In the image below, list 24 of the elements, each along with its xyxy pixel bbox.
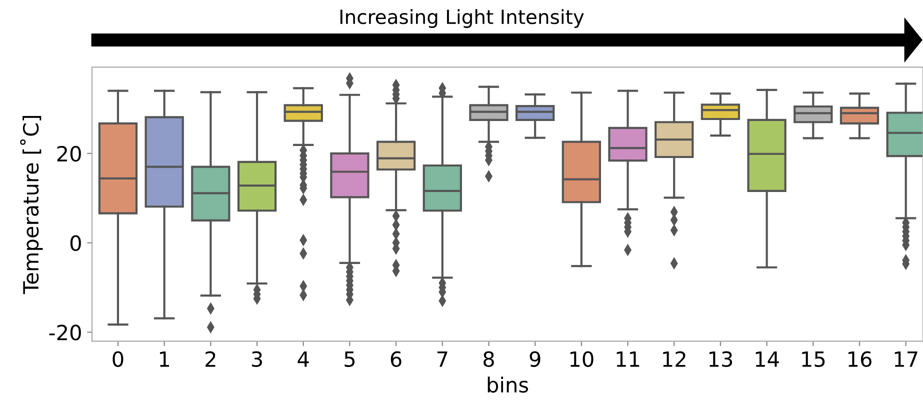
chart-title: Increasing Light Intensity	[340, 9, 584, 28]
x-tick-label: 10	[570, 351, 594, 367]
x-tick-label: 4	[298, 352, 309, 367]
y-axis-title: Temperature [˚C]	[20, 116, 43, 294]
y-tick-label: -20	[49, 324, 81, 340]
x-tick-label: 13	[710, 351, 732, 367]
x-tick-label: 17	[894, 352, 918, 367]
x-axis-title: bins	[488, 376, 528, 393]
x-tick-label: 3	[252, 351, 262, 367]
x-tick-label: 12	[663, 351, 686, 367]
x-tick-label: 5	[344, 352, 355, 367]
x-tick-label: 16	[848, 351, 872, 367]
x-tick-label: 1	[160, 352, 170, 367]
y-tick-label: 20	[57, 146, 81, 162]
x-tick-label: 7	[437, 352, 448, 367]
x-tick-label: 11	[616, 352, 640, 367]
x-tick-label: 0	[112, 351, 124, 367]
x-tick-label: 2	[206, 351, 216, 367]
x-tick-label: 14	[756, 352, 779, 367]
x-tick-label: 9	[530, 351, 540, 367]
x-tick-label: 6	[390, 351, 402, 367]
x-tick-label: 15	[802, 352, 825, 367]
x-tick-label: 8	[484, 351, 494, 367]
y-tick-label: 0	[70, 235, 81, 252]
